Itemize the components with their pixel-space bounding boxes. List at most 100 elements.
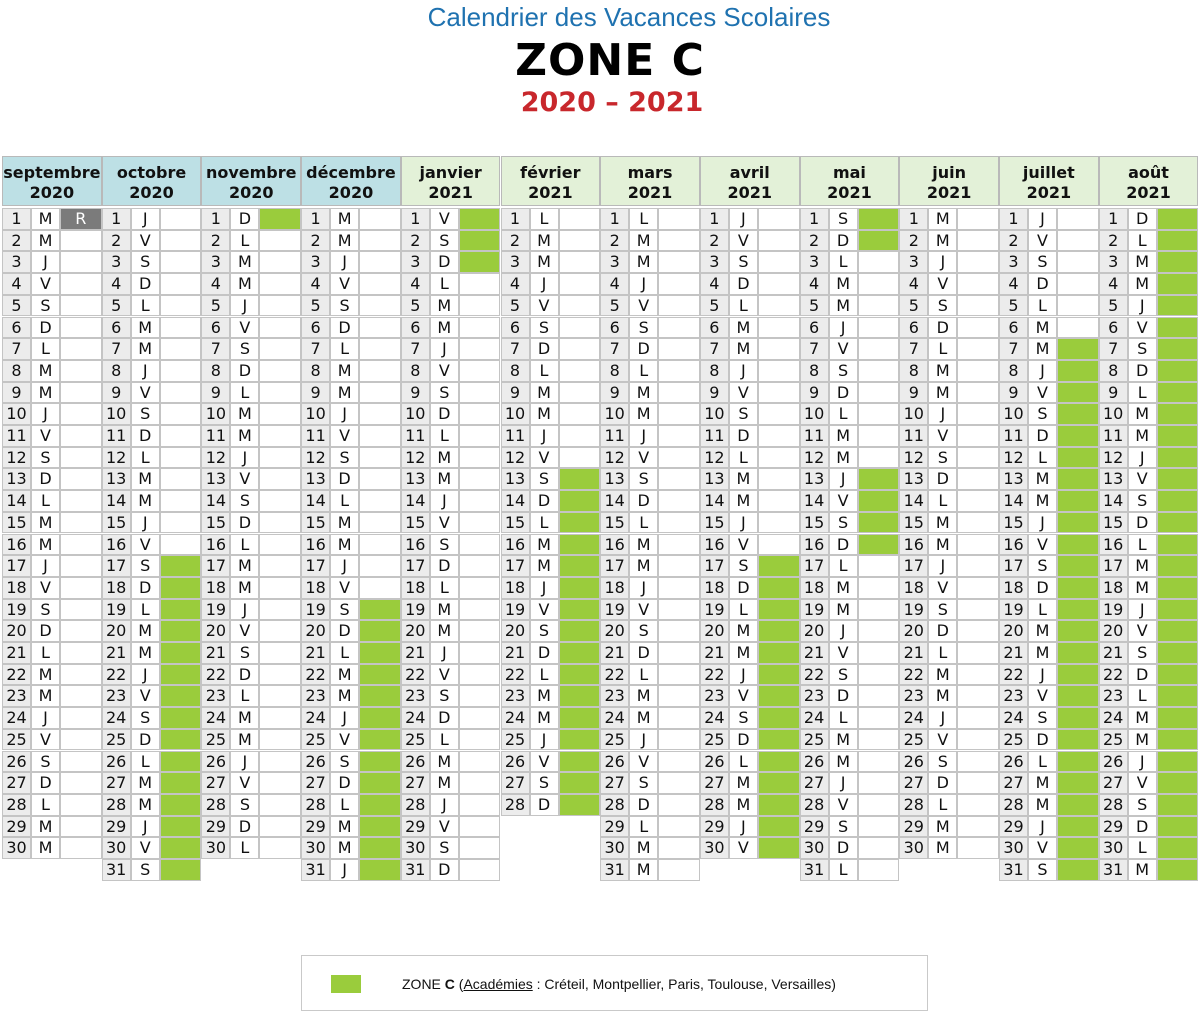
status-cell [558, 381, 601, 404]
weekday-letter: M [928, 533, 958, 556]
status-cell [259, 815, 302, 838]
day-number: 19 [101, 598, 131, 621]
weekday-letter: L [728, 446, 758, 469]
day-number: 9 [301, 381, 331, 404]
holiday-cell [159, 837, 202, 859]
weekday-letter: V [130, 229, 160, 252]
holiday-cell [359, 750, 401, 773]
day-number: 20 [899, 620, 929, 642]
day-number: 20 [699, 620, 729, 642]
day-row: 17 D [400, 555, 501, 577]
day-number: 30 [699, 837, 729, 859]
day-row: 18 V [301, 576, 401, 599]
day-row: 14 D [500, 490, 601, 512]
month-header: novembre 2020 [201, 156, 302, 206]
day-number: 17 [999, 555, 1028, 577]
weekday-letter: V [1028, 685, 1057, 708]
day-row: 17 S [699, 555, 800, 577]
day-number: 16 [101, 533, 131, 556]
holiday-cell [1156, 685, 1199, 708]
day-row: 30 M [2, 837, 102, 859]
status-cell [458, 294, 501, 317]
day-number: 23 [500, 685, 530, 708]
weekday-letter: S [130, 403, 160, 425]
day-row: 20 S [600, 620, 700, 642]
holiday-cell [359, 598, 401, 621]
day-number: 27 [2, 772, 31, 794]
day-row: 17 M [1098, 555, 1199, 577]
day-number: 29 [301, 815, 331, 838]
day-number: 12 [400, 446, 430, 469]
day-number: 6 [201, 316, 231, 339]
day-number: 4 [500, 273, 530, 295]
status-cell [658, 837, 700, 859]
day-number: 10 [500, 403, 530, 425]
weekday-letter: S [230, 642, 260, 664]
weekday-letter: V [728, 837, 758, 859]
status-cell [159, 251, 202, 274]
day-number: 29 [600, 815, 630, 838]
day-number: 24 [500, 707, 530, 729]
status-cell [558, 273, 601, 295]
day-row: 30 S [400, 837, 501, 859]
day-row: 14 M [101, 490, 202, 512]
day-row: 17 J [899, 555, 999, 577]
day-row: 18 J [500, 576, 601, 599]
month-year: 2021 [528, 183, 573, 202]
day-number: 2 [899, 229, 929, 252]
status-cell [658, 620, 700, 642]
day-row: 18 M [799, 576, 900, 599]
day-number: 15 [600, 511, 630, 534]
status-cell [159, 468, 202, 491]
day-number: 29 [2, 815, 31, 838]
day-number: 20 [500, 620, 530, 642]
weekday-letter: D [230, 359, 260, 382]
weekday-letter: V [928, 273, 958, 295]
weekday-letter: M [1028, 772, 1057, 794]
day-number: 15 [400, 511, 430, 534]
holiday-cell [558, 642, 601, 664]
status-cell [857, 728, 900, 751]
day-number: 10 [101, 403, 131, 425]
day-row: 15 D [201, 511, 302, 534]
status-cell [458, 815, 501, 838]
status-cell [857, 403, 900, 425]
day-number: 16 [699, 533, 729, 556]
day-number: 30 [899, 837, 929, 859]
status-cell [359, 359, 401, 382]
weekday-letter: L [529, 663, 559, 686]
day-number: 3 [799, 251, 829, 274]
day-number: 11 [301, 425, 331, 447]
day-row: 14 L [301, 490, 401, 512]
weekday-letter: M [728, 620, 758, 642]
holiday-cell [159, 598, 202, 621]
weekday-letter: V [130, 381, 160, 404]
weekday-letter: M [728, 490, 758, 512]
legend-academies-label: Académies [463, 976, 533, 992]
day-number: 13 [600, 468, 630, 491]
weekday-letter: M [230, 425, 260, 447]
day-row: 28 L [899, 793, 999, 816]
day-number: 30 [2, 837, 31, 859]
weekday-letter: M [1028, 490, 1057, 512]
day-row: 30 V [699, 837, 800, 859]
day-number: 1 [699, 208, 729, 230]
day-number: 20 [799, 620, 829, 642]
holiday-cell [558, 707, 601, 729]
status-cell [658, 598, 700, 621]
weekday-letter: S [429, 685, 459, 708]
day-row: 14 S [1098, 490, 1199, 512]
day-number: 18 [2, 576, 31, 599]
weekday-letter: M [429, 620, 459, 642]
status-cell [957, 273, 999, 295]
day-number: 4 [101, 273, 131, 295]
weekday-letter: M [828, 750, 858, 773]
day-number: 20 [301, 620, 331, 642]
status-cell [159, 208, 202, 230]
day-number: 2 [999, 229, 1028, 252]
